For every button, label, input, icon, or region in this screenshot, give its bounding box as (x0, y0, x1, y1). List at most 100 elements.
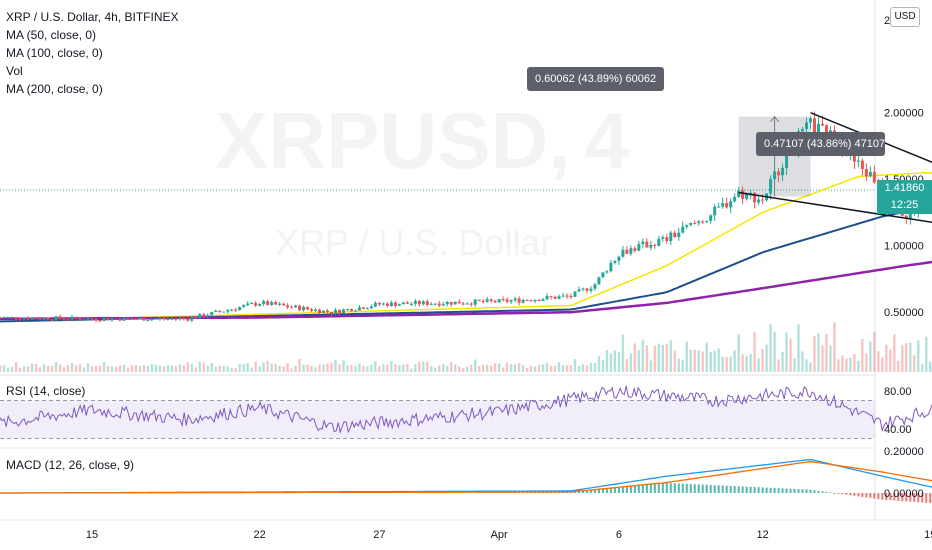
volume-bar (565, 365, 569, 372)
volume-bar (697, 350, 700, 372)
legend-ma50[interactable]: MA (50, close, 0) (6, 28, 97, 42)
volume-bar (749, 354, 752, 372)
candle (381, 303, 385, 305)
candle (230, 309, 234, 311)
legend-ma200[interactable]: MA (200, close, 0) (6, 82, 103, 96)
candle (337, 309, 341, 314)
volume-bar (653, 345, 657, 372)
macd-histogram-bar (845, 493, 848, 495)
candle (625, 249, 629, 254)
volume-bar (454, 364, 457, 372)
candle (170, 318, 174, 320)
candle (58, 316, 62, 319)
rsi-label[interactable]: RSI (14, close) (6, 384, 86, 398)
macd-histogram-bar (669, 483, 672, 493)
volume-bar (745, 355, 748, 372)
volume-bar (390, 361, 393, 372)
candle (0, 317, 2, 319)
currency-button[interactable]: USD (890, 7, 920, 27)
volume-bar (577, 365, 581, 372)
volume-bar (442, 364, 445, 372)
macd-histogram-bar (661, 483, 664, 493)
macd-histogram-bar (593, 489, 596, 493)
volume-bar (825, 333, 828, 372)
candle (258, 304, 262, 306)
volume-bar (474, 359, 477, 372)
volume-bar (222, 365, 225, 372)
volume-bar (102, 362, 106, 372)
candle (310, 309, 314, 311)
current-price-value: 1.41860 (884, 182, 925, 194)
macd-label[interactable]: MACD (12, 26, close, 9) (6, 458, 135, 472)
volume-bar (230, 368, 233, 372)
candle (222, 311, 226, 313)
rsi-tick-label: 40.00 (884, 424, 912, 436)
volume-bar (410, 368, 413, 372)
legend-ma100[interactable]: MA (100, close, 0) (6, 46, 103, 60)
candle (357, 307, 361, 311)
volume-bar (38, 367, 42, 372)
candle (282, 303, 286, 306)
volume-bar (458, 366, 461, 372)
candle (729, 201, 733, 208)
macd-histogram-bar (629, 486, 632, 493)
macd-histogram-bar (681, 483, 684, 493)
macd-tick-label: 0.00000 (884, 488, 924, 500)
candle (341, 309, 345, 314)
volume-bar (302, 364, 305, 372)
time-tick-label: 19 (924, 529, 932, 541)
volume-bar (857, 360, 860, 372)
macd-histogram-bar (773, 487, 776, 493)
candle (445, 301, 449, 305)
volume-bar (665, 343, 668, 372)
candle (737, 190, 741, 197)
candle (2, 317, 6, 319)
macd-histogram-bar (585, 489, 588, 493)
candle (749, 192, 753, 194)
volume-bar (134, 365, 138, 372)
volume-bar (789, 338, 792, 372)
candle (194, 317, 198, 319)
macd-histogram-bar (841, 493, 844, 495)
candle (210, 311, 214, 316)
volume-bar (897, 360, 900, 372)
macd-histogram-bar (677, 483, 680, 493)
candle (577, 289, 581, 292)
candle (553, 296, 557, 299)
volume-bar (817, 333, 820, 372)
candle (501, 299, 505, 301)
time-tick-label: 12 (756, 529, 768, 541)
volume-bar (601, 359, 605, 372)
volume-bar (853, 353, 856, 372)
price-tick-label: 0.50000 (884, 307, 924, 319)
legend-title[interactable]: XRP / U.S. Dollar, 4h, BITFINEX (6, 10, 179, 24)
macd-histogram-bar (921, 493, 924, 503)
volume-bar (218, 365, 221, 372)
legend-vol[interactable]: Vol (6, 64, 23, 78)
volume-bar (358, 363, 361, 372)
volume-bar (210, 362, 213, 372)
candle (146, 320, 150, 322)
volume-bar (721, 356, 724, 372)
candle (741, 190, 745, 199)
candle (868, 171, 872, 177)
candle (34, 317, 38, 319)
volume-bar (186, 362, 189, 372)
candle (218, 310, 222, 312)
trendline (738, 191, 932, 224)
volume-bar (198, 361, 201, 372)
candle (717, 206, 721, 208)
macd-histogram-bar (633, 485, 636, 493)
macd-histogram-bar (929, 493, 932, 504)
candle (525, 299, 529, 301)
volume-bar (334, 360, 337, 372)
candle (226, 310, 230, 312)
candle (98, 320, 102, 322)
candle (864, 169, 868, 177)
macd-histogram-bar (909, 493, 912, 502)
volume-bar (541, 364, 545, 372)
candle (457, 301, 461, 304)
candle (314, 309, 318, 311)
volume-bar (881, 357, 884, 372)
